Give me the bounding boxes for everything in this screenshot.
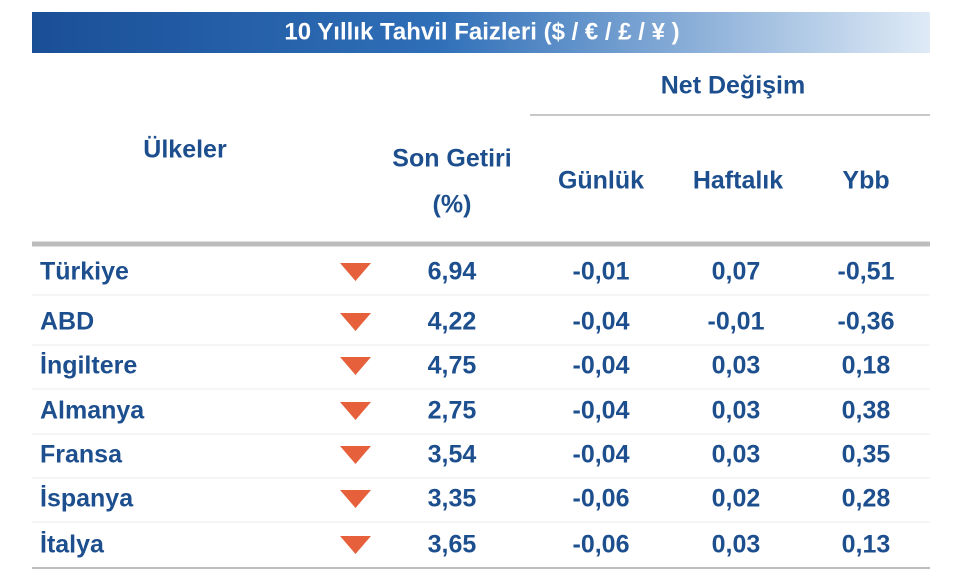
daily-cell: -0,01 xyxy=(573,258,630,286)
weekly-cell: 0,02 xyxy=(712,485,761,513)
weekly-cell: 0,03 xyxy=(712,397,761,425)
daily-cell: -0,04 xyxy=(573,397,630,425)
header-country: Ülkeler xyxy=(143,135,227,164)
header-last-yield-unit: (%) xyxy=(433,191,472,219)
header-net-change: Net Değişim xyxy=(661,72,805,100)
last-yield-cell: 3,35 xyxy=(428,485,477,513)
country-cell: İtalya xyxy=(40,531,105,559)
last-yield-cell: 3,54 xyxy=(428,441,477,469)
last-yield-cell: 4,75 xyxy=(428,352,477,380)
weekly-cell: 0,03 xyxy=(712,531,761,559)
header-last-yield: Son Getiri xyxy=(392,145,511,173)
ytd-cell: 0,38 xyxy=(842,397,891,425)
country-cell: İspanya xyxy=(40,485,134,513)
daily-cell: -0,06 xyxy=(573,531,630,559)
ytd-cell: -0,51 xyxy=(838,258,895,286)
country-cell: Almanya xyxy=(40,397,145,425)
weekly-cell: 0,07 xyxy=(712,258,761,286)
last-yield-cell: 3,65 xyxy=(428,531,477,559)
ytd-cell: 0,28 xyxy=(842,485,891,513)
daily-cell: -0,06 xyxy=(573,485,630,513)
down-arrow xyxy=(340,357,371,375)
daily-cell: -0,04 xyxy=(573,352,630,380)
ytd-cell: -0,36 xyxy=(838,308,895,336)
down-arrow xyxy=(340,490,371,508)
header-weekly: Haftalık xyxy=(693,167,783,195)
daily-cell: -0,04 xyxy=(573,441,630,469)
weekly-cell: 0,03 xyxy=(712,441,761,469)
down-arrow xyxy=(340,536,371,554)
country-cell: Fransa xyxy=(40,441,123,469)
country-cell: İngiltere xyxy=(40,352,137,380)
down-arrow xyxy=(340,263,371,281)
title-banner xyxy=(32,12,930,53)
last-yield-cell: 6,94 xyxy=(428,258,477,286)
ytd-cell: 0,18 xyxy=(842,352,891,380)
country-cell: Türkiye xyxy=(40,258,129,286)
ytd-cell: 0,35 xyxy=(842,441,891,469)
daily-cell: -0,04 xyxy=(573,308,630,336)
down-arrow xyxy=(340,313,371,331)
title: 10 Yıllık Tahvil Faizleri ($ / € / £ / ¥… xyxy=(284,18,679,45)
header-ytd: Ybb xyxy=(842,167,889,195)
country-cell: ABD xyxy=(40,308,94,336)
down-arrow xyxy=(340,446,371,464)
header-daily: Günlük xyxy=(558,167,644,195)
weekly-cell: 0,03 xyxy=(712,352,761,380)
last-yield-cell: 2,75 xyxy=(428,397,477,425)
weekly-cell: -0,01 xyxy=(708,308,765,336)
ytd-cell: 0,13 xyxy=(842,531,891,559)
last-yield-cell: 4,22 xyxy=(428,308,477,336)
down-arrow xyxy=(340,402,371,420)
